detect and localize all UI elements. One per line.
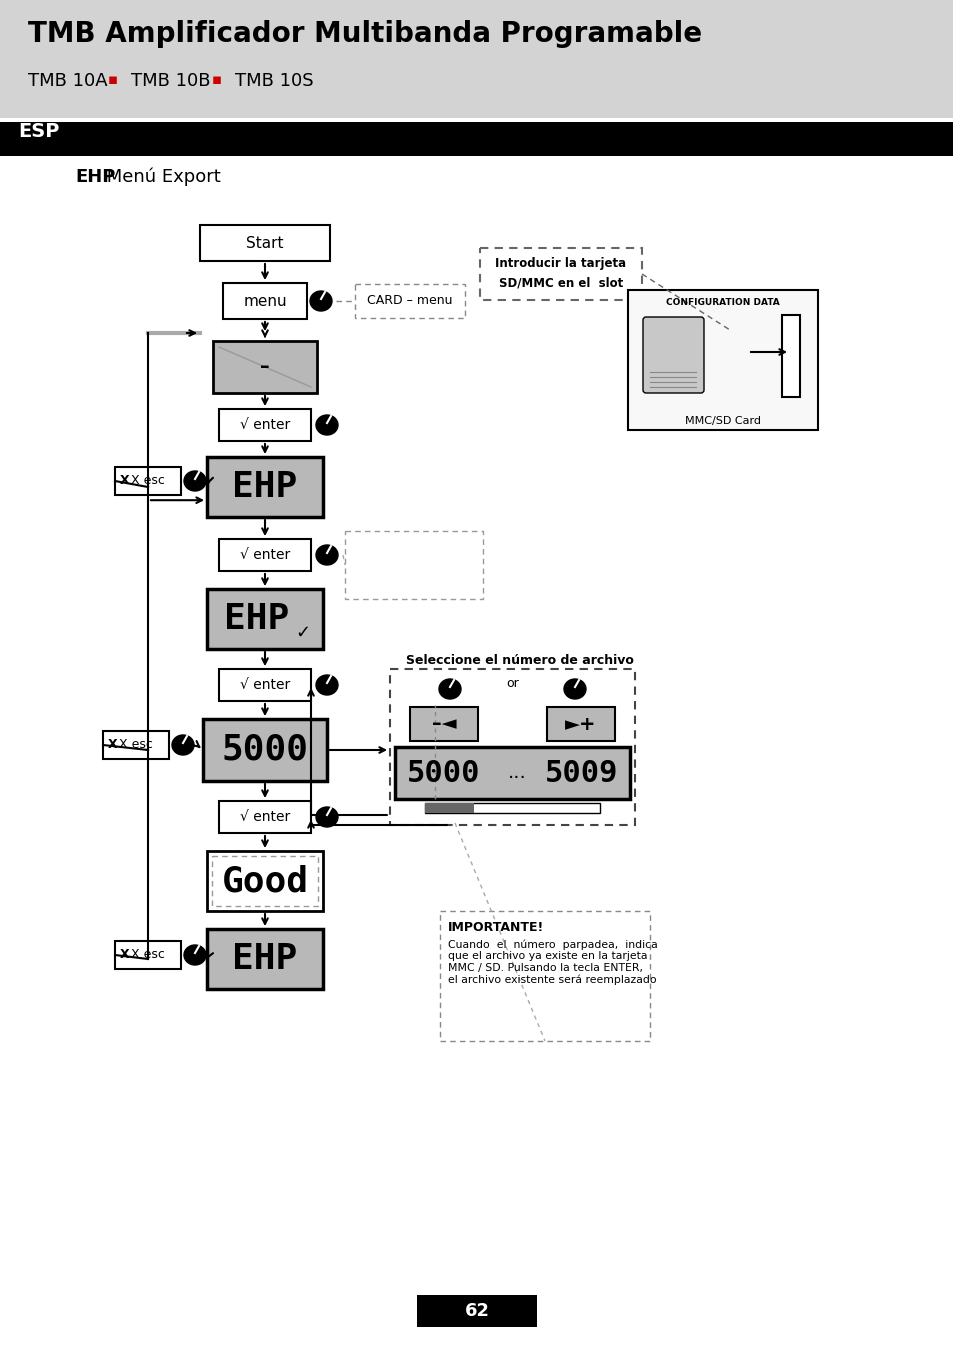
Text: ▪: ▪ [103, 72, 123, 86]
Text: or: or [506, 676, 518, 690]
Text: √ enter: √ enter [239, 678, 290, 693]
Bar [223, 284, 307, 319]
Text: ►+: ►+ [565, 714, 597, 733]
Text: TMB 10A: TMB 10A [28, 72, 108, 90]
Text: ...: ... [508, 764, 526, 783]
Text: Menú Export: Menú Export [101, 167, 220, 186]
Bar [424, 803, 599, 813]
Text: Start: Start [246, 235, 283, 251]
Bar [0, 0, 953, 117]
Ellipse shape [315, 414, 337, 435]
Text: Cuando  el  número  parpadea,  indica
que el archivo ya existe en la tarjeta
MMC: Cuando el número parpadea, indica que el… [448, 940, 657, 986]
Text: CARD – menu: CARD – menu [367, 294, 453, 308]
Bar [207, 589, 323, 649]
Text: X: X [120, 949, 130, 961]
Bar [200, 225, 330, 261]
Bar [395, 747, 629, 799]
Text: ESP: ESP [18, 122, 59, 140]
Text: menu: menu [243, 293, 287, 309]
Text: EHP: EHP [224, 602, 290, 636]
Text: X esc: X esc [131, 474, 165, 487]
Bar [115, 941, 181, 969]
Ellipse shape [172, 734, 193, 755]
Text: TMB 10S: TMB 10S [234, 72, 314, 90]
Text: IMPORTANTE!: IMPORTANTE! [448, 921, 543, 934]
Text: X: X [108, 738, 117, 752]
Text: TMB 10B: TMB 10B [131, 72, 211, 90]
Text: 62: 62 [464, 1301, 489, 1320]
Bar [115, 467, 181, 495]
Bar [410, 707, 477, 741]
Text: MMC/SD Card: MMC/SD Card [684, 416, 760, 427]
Text: X: X [120, 474, 130, 487]
Bar [219, 409, 311, 441]
Text: –: – [260, 358, 270, 377]
Bar [219, 539, 311, 571]
Text: √ enter: √ enter [239, 810, 290, 824]
Text: √ enter: √ enter [239, 418, 290, 432]
Text: X esc: X esc [131, 949, 165, 961]
Bar [781, 315, 800, 397]
Text: 5000: 5000 [221, 733, 308, 767]
Text: √ enter: √ enter [239, 548, 290, 562]
Bar [213, 342, 316, 393]
Text: Good: Good [221, 864, 308, 898]
Text: X esc: X esc [119, 738, 152, 752]
Bar [212, 856, 317, 906]
Bar [103, 730, 169, 759]
Text: Seleccione el número de archivo: Seleccione el número de archivo [406, 653, 634, 667]
Bar [390, 670, 635, 825]
Bar [416, 1295, 537, 1327]
Bar [345, 531, 482, 599]
Ellipse shape [315, 545, 337, 566]
Bar [479, 248, 641, 300]
Text: EHP: EHP [75, 167, 115, 186]
Text: CONFIGURATION DATA: CONFIGURATION DATA [665, 298, 779, 306]
Ellipse shape [315, 675, 337, 695]
Bar [439, 911, 649, 1041]
Text: EHP: EHP [233, 470, 297, 504]
Ellipse shape [315, 807, 337, 828]
Bar [424, 803, 474, 813]
Bar [546, 707, 615, 741]
Text: EHP: EHP [233, 942, 297, 976]
Bar [207, 850, 323, 911]
Text: 5009: 5009 [544, 759, 618, 787]
Bar [627, 290, 817, 431]
Bar [355, 284, 464, 319]
Text: 5000: 5000 [407, 759, 480, 787]
Text: –◄: –◄ [432, 714, 456, 733]
Ellipse shape [184, 945, 206, 965]
Ellipse shape [310, 292, 332, 311]
FancyBboxPatch shape [642, 317, 703, 393]
Text: Introducir la tarjeta: Introducir la tarjeta [495, 256, 626, 270]
Ellipse shape [438, 679, 460, 699]
Text: SD/MMC en el  slot: SD/MMC en el slot [498, 275, 622, 289]
Ellipse shape [184, 471, 206, 491]
Text: ✓: ✓ [295, 624, 311, 643]
Ellipse shape [563, 679, 585, 699]
Bar [207, 458, 323, 517]
Text: TMB Amplificador Multibanda Programable: TMB Amplificador Multibanda Programable [28, 20, 701, 49]
Text: ▪: ▪ [207, 72, 227, 86]
Bar [219, 670, 311, 701]
Bar [219, 801, 311, 833]
Bar [0, 122, 953, 157]
Bar [203, 720, 327, 782]
Bar [207, 929, 323, 990]
